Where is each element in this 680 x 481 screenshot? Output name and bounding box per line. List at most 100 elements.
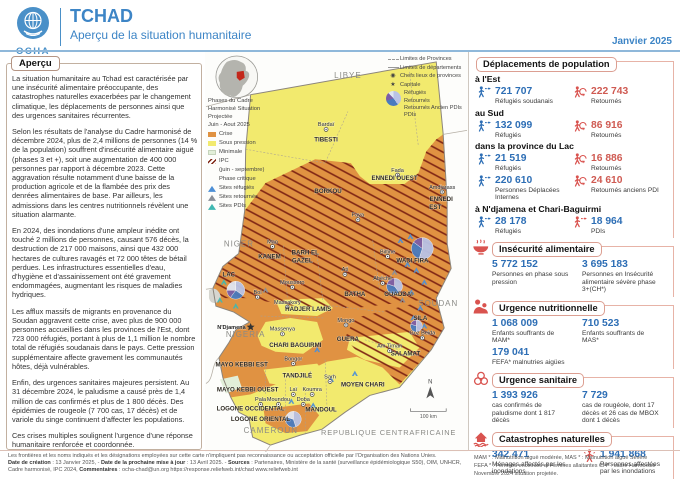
region-label: EST (429, 204, 441, 211)
displacement-pie-segment (386, 283, 400, 295)
stat-text: 220 610 Personnes Déplacées Internes (495, 175, 571, 202)
stat-text: 1 941 868 Personnes affectées par les ino… (600, 449, 669, 476)
site-marker-gray (391, 269, 398, 275)
flood-icon (473, 431, 489, 447)
stat-label: Réfugiés (495, 131, 522, 139)
region-label: ENNEDI (430, 196, 453, 203)
person-arms (574, 156, 581, 160)
person-legs (478, 180, 484, 187)
person-head (479, 174, 483, 178)
displacement-pie-segment (413, 237, 423, 249)
town-label: Koumra (302, 387, 322, 393)
region-label: LOGONE ORIENTAL (231, 416, 290, 423)
stat-text: 1 068 009 Enfants souffrants de MAM* (492, 318, 572, 345)
map-container: Bardaï Fada Amdjarass Faya Mao Moussoro Bol Ati… (205, 52, 468, 453)
stat-label: cas confirmés de paludisme dont 1 817 dé… (492, 402, 556, 424)
house-shape (474, 431, 488, 442)
footer-text: : 13 Avril 2025. - (185, 460, 229, 466)
legend-pie-label: Retournés (404, 97, 430, 104)
stat-row: 342 471 Ménages affectés par les inondati… (492, 449, 580, 476)
displacement-pie-segment (226, 281, 236, 291)
stat-text: 222 743 Retournés (591, 86, 628, 106)
legend-item: ◉ Chefs lieux de provinces (386, 72, 466, 81)
nutrition-icon (473, 298, 488, 314)
section-rows: 5 772 152 Personnes en phase sous pressio… (470, 259, 669, 294)
page-title: TCHAD (70, 6, 133, 26)
legend-item: Phase critique (208, 175, 288, 184)
stat-label: Retournés (591, 98, 622, 105)
region-label: BATHA (344, 291, 366, 298)
stat-value: 7 729 (582, 390, 608, 401)
site-marker-blue (314, 346, 321, 353)
section-rows: 1 393 926 cas confirmés de paludisme dont… (470, 390, 669, 425)
section-title: Urgence nutritionnelle (492, 300, 605, 316)
site-marker-blue (404, 261, 411, 267)
stat-row: 721 707 Réfugiés soudanais (477, 86, 571, 106)
section-rule-h (500, 377, 674, 378)
person-arms (585, 453, 594, 457)
stat-label: Retournés (591, 165, 622, 172)
stat-text: 16 886 Retournés (591, 153, 623, 173)
header: OCHA TCHAD Aperçu de la situation humani… (0, 0, 680, 57)
site-marker-blue (288, 398, 295, 404)
return-arrow-head (582, 93, 585, 97)
section-food: Insécurité alimentaire 5 772 152 Personnes… (470, 239, 674, 297)
legend-item-label: IPC (219, 158, 229, 165)
footer-label: Date de la prochaine mise à jour (100, 460, 186, 466)
legend-title-line: Projectée (208, 114, 233, 121)
returnee-icon (574, 119, 587, 132)
legend-item: Limites de Provinces (386, 55, 466, 64)
stat-label: PDIs (591, 227, 606, 235)
stat-text: 86 916 Retournés (591, 120, 623, 140)
stat-text: 710 523 Enfants souffrants de MAS* (582, 318, 662, 345)
site-marker-blue (417, 305, 424, 311)
footer-text: : ocha-chad@un.org https://response.reli… (117, 467, 298, 473)
region-label: CHARI BAGUIRMI (269, 342, 321, 349)
stat-label: Personnes en Insécurité alimentaire sévè… (582, 271, 656, 293)
stat-text: 21 519 Réfugiés (495, 153, 527, 173)
site-marker-blue (351, 370, 358, 376)
stat-value: 179 041 (492, 346, 530, 358)
town-label: Sarh (324, 374, 336, 380)
legend-title-line: Phases du Cadre (208, 98, 253, 104)
un-emblem-icon (17, 7, 49, 39)
person-legs (478, 159, 484, 165)
mother-head (475, 298, 481, 305)
legend-indent (208, 177, 216, 182)
person-head (479, 215, 483, 219)
stat-text: 24 610 Retournés anciens PDI (591, 175, 659, 202)
person-legs (574, 125, 580, 132)
person-arms (478, 89, 485, 93)
stat-text: 721 707 Réfugiés soudanais (495, 86, 553, 106)
region-label: GUERA (337, 336, 360, 343)
legend-pie-label: PDIs (404, 111, 417, 118)
town-label: Fada (391, 168, 405, 174)
town-dot-center (311, 393, 313, 396)
country-label: NIGERIA (226, 330, 266, 339)
dashed-symbol-icon (386, 58, 400, 60)
stat-row: 220 610 Personnes Déplacées Internes (477, 175, 571, 202)
capital-label: N'Djamena (217, 325, 246, 331)
displacement-pie-segment (394, 278, 403, 293)
site-marker-blue (310, 402, 317, 408)
legend-item: Sites retournés (208, 193, 288, 202)
town-dot-center (441, 191, 443, 193)
town-dot-center (381, 282, 384, 284)
biohazard-icon (473, 371, 489, 386)
legend-item: ★ Capitale (386, 81, 466, 90)
town-label: Moussoro (280, 280, 304, 286)
stat-value: 5 772 152 (492, 259, 538, 270)
town-dot-center (291, 286, 294, 288)
town-label: Amdjarass (429, 185, 455, 191)
person-legs (478, 221, 484, 228)
map-legend-phases: Phases du Cadre Harmonisé Situation Projec… (208, 98, 288, 211)
stat-value: 222 743 (591, 86, 629, 97)
footer-label: Date de création (8, 460, 51, 466)
town-label: Massenya (270, 327, 296, 333)
return-arrow-head (582, 127, 585, 130)
stat-value: 86 916 (591, 119, 623, 131)
overview-paragraph: En 2024, des inondations d'une ampleur i… (12, 226, 189, 300)
section-disaster: Catastrophes naturelles 342 471 Ménages af… (470, 429, 674, 479)
town-dot-center (421, 337, 424, 339)
